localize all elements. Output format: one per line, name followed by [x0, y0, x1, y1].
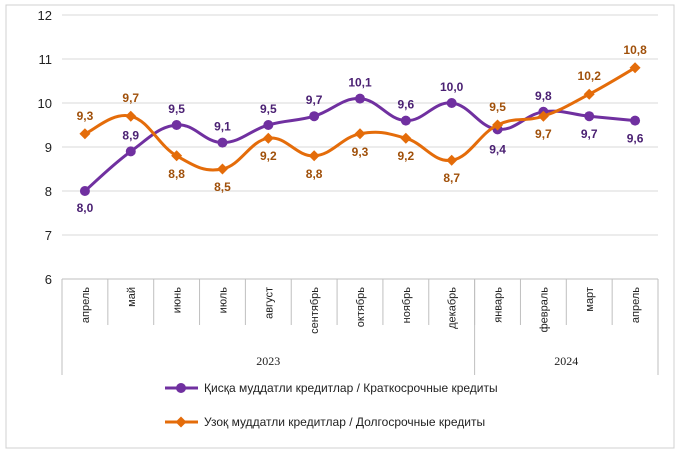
- x-tick-label: август: [263, 287, 275, 319]
- series-1-point: [308, 150, 320, 162]
- series-0-point: [125, 146, 136, 157]
- series-1-point: [262, 132, 274, 144]
- x-tick-label: февраль: [538, 287, 550, 333]
- data-label: 9,1: [214, 120, 231, 134]
- series-1-point: [446, 154, 458, 166]
- series-0-point: [400, 115, 411, 126]
- series-1-point: [400, 132, 412, 144]
- series-0-point: [584, 111, 595, 122]
- year-label: 2024: [554, 354, 578, 368]
- x-tick-label: апрель: [630, 287, 642, 323]
- data-label: 10,8: [623, 43, 647, 57]
- series-1-point: [629, 62, 641, 74]
- series-1-point: [537, 110, 549, 122]
- y-tick-label: 10: [38, 96, 52, 111]
- series-0-point: [79, 186, 90, 196]
- series-1-point: [354, 128, 366, 140]
- year-label: 2023: [256, 354, 280, 368]
- data-label: 10,1: [348, 76, 372, 90]
- series-0-point: [309, 111, 320, 122]
- data-labels: 8,0 8,9 9,5 9,1 9,5 9,7 10,1 9,6 10,0 9,4 9,8 9,7 9,…: [77, 43, 647, 215]
- series-1-point: [79, 128, 91, 140]
- data-label: 9,2: [260, 149, 277, 163]
- data-label: 9,5: [168, 102, 185, 116]
- x-tick-label: октябрь: [355, 287, 367, 327]
- legend: Қисқа муддатли кредитлар / Краткосрочные…: [165, 381, 498, 429]
- series-1-point: [492, 119, 504, 131]
- series-0-point: [263, 120, 274, 130]
- x-tick-label: июль: [217, 287, 229, 314]
- x-tick-label: май: [126, 287, 138, 307]
- legend-marker-0: [176, 383, 186, 393]
- chart-frame: [5, 4, 675, 449]
- data-label: 9,2: [398, 149, 415, 163]
- data-label: 9,4: [489, 142, 506, 156]
- data-label: 9,7: [306, 93, 323, 107]
- series-0-point: [171, 120, 182, 130]
- series-0-point: [446, 98, 457, 108]
- series-1-point: [125, 110, 137, 122]
- data-label: 10,2: [578, 69, 602, 83]
- y-tick-label: 6: [45, 272, 52, 287]
- series-0-point: [355, 93, 365, 104]
- y-tick-label: 8: [45, 184, 52, 199]
- x-tick-label: апрель: [80, 287, 92, 323]
- data-label: 8,5: [214, 180, 231, 194]
- data-label: 9,7: [122, 91, 139, 105]
- series-1-point: [583, 88, 595, 100]
- y-tick-label: 11: [39, 52, 53, 67]
- y-tick-label: 12: [38, 8, 52, 23]
- series-0-point: [217, 137, 228, 148]
- y-tick-label: 7: [45, 228, 52, 243]
- data-label: 9,8: [535, 89, 552, 103]
- data-label: 10,0: [440, 80, 464, 94]
- series-1-point: [216, 163, 228, 175]
- x-tick-label: декабрь: [447, 287, 459, 329]
- x-tick-label: январь: [493, 287, 505, 323]
- axes: 6 7 8 9 10 11 12 апрель май июнь июль август сентябр…: [38, 8, 659, 375]
- data-label: 9,3: [77, 109, 94, 123]
- data-label: 9,7: [581, 127, 598, 141]
- y-tick-label: 9: [45, 140, 52, 155]
- series-1-point: [171, 150, 183, 162]
- x-tick-label: июнь: [172, 287, 184, 313]
- legend-label-1: Узоқ муддатли кредитлар / Долгосрочные к…: [204, 415, 485, 429]
- legend-label-0: Қисқа муддатли кредитлар / Краткосрочные…: [204, 381, 498, 395]
- data-label: 9,3: [352, 145, 369, 159]
- series-0-point: [630, 115, 641, 126]
- legend-marker-1: [175, 416, 187, 428]
- data-label: 9,7: [535, 127, 552, 141]
- data-label: 8,9: [122, 128, 139, 142]
- data-label: 8,0: [77, 201, 94, 215]
- series: [79, 62, 641, 196]
- data-label: 8,7: [443, 171, 460, 185]
- data-label: 8,8: [306, 167, 323, 181]
- data-label: 9,5: [260, 102, 277, 116]
- x-tick-label: сентябрь: [309, 287, 321, 334]
- data-label: 8,8: [168, 167, 185, 181]
- data-label: 9,5: [489, 100, 506, 114]
- data-label: 9,6: [627, 132, 644, 146]
- x-tick-label: март: [584, 287, 596, 312]
- data-label: 9,6: [398, 98, 415, 112]
- x-tick-label: ноябрь: [401, 287, 413, 324]
